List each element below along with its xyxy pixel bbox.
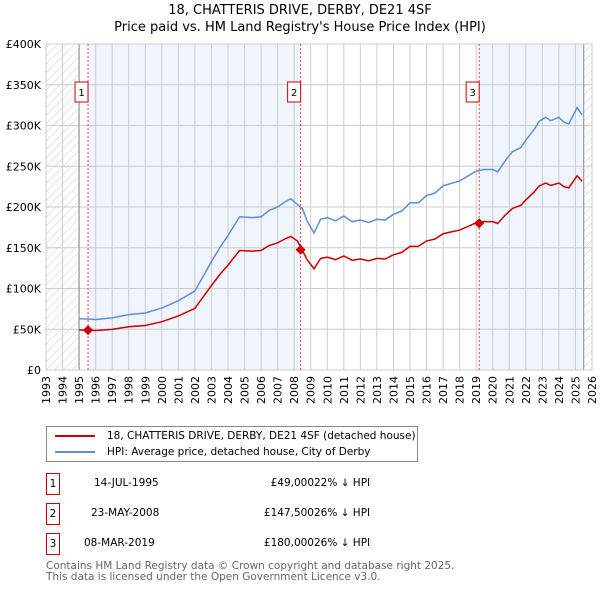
x-tick-label: 2024: [553, 376, 566, 404]
sale-label: 2: [291, 88, 297, 99]
legend-swatch: [55, 451, 95, 453]
x-tick-label: 2006: [255, 376, 268, 404]
y-tick-label: £350K: [6, 79, 42, 92]
legend: 18, CHATTERIS DRIVE, DERBY, DE21 4SF (de…: [46, 426, 418, 462]
sale-hpi-diff: 26% ↓ HPI: [314, 507, 371, 519]
y-tick-label: £200K: [6, 201, 42, 214]
x-tick-label: 1994: [57, 376, 70, 404]
y-tick-label: £250K: [6, 160, 42, 173]
sale-label: 1: [78, 88, 84, 99]
y-tick-label: £400K: [6, 38, 42, 51]
x-tick-label: 1996: [90, 376, 103, 404]
sale-point: [83, 325, 94, 336]
legend-label: 18, CHATTERIS DRIVE, DERBY, DE21 4SF (de…: [107, 430, 416, 442]
sale-hpi-diff: 26% ↓ HPI: [314, 537, 371, 549]
x-tick-label: 2012: [354, 376, 367, 404]
sale-row: 3 08-MAR-2019 £180,000 26% ↓ HPI: [46, 533, 546, 555]
plot-border: [45, 43, 593, 371]
y-tick-label: £0: [27, 364, 41, 377]
x-tick-label: 2017: [437, 376, 450, 404]
legend-label: HPI: Average price, detached house, City…: [107, 446, 371, 458]
x-tick-label: 2009: [305, 376, 318, 404]
y-tick-label: £150K: [6, 242, 42, 255]
x-tick-label: 1993: [40, 376, 53, 404]
sale-label-box: [74, 81, 89, 103]
x-tick-label: 2007: [272, 376, 285, 404]
x-tick-label: 2018: [454, 376, 467, 404]
x-tick-label: 2025: [569, 376, 582, 404]
x-tick-label: 2004: [222, 376, 235, 404]
legend-item-hpi: HPI: Average price, detached house, City…: [55, 446, 370, 458]
chart-subtitle: Price paid vs. HM Land Registry's House …: [114, 20, 486, 35]
property-price-line: [79, 174, 583, 332]
sale-label-box: [465, 81, 480, 103]
sale-price: £49,000: [270, 477, 314, 489]
sale-date: 14-JUL-1995: [94, 477, 159, 489]
y-tick-label: £50K: [13, 323, 42, 336]
sale-number: 3: [46, 533, 60, 555]
hpi-line: [79, 106, 583, 321]
x-tick-label: 2008: [288, 376, 301, 404]
x-tick-label: 1998: [123, 376, 136, 404]
sale-price: £180,000: [263, 537, 314, 549]
x-tick-label: 1999: [139, 376, 152, 404]
x-tick-label: 2005: [239, 376, 252, 404]
footer-copyright: Contains HM Land Registry data © Crown c…: [46, 560, 455, 572]
x-tick-label: 2026: [586, 376, 599, 404]
x-tick-label: 2003: [205, 376, 218, 404]
x-tick-label: 2020: [487, 376, 500, 404]
chart-title: 18, CHATTERIS DRIVE, DERBY, DE21 4SF: [168, 3, 432, 18]
sale-number: 2: [46, 503, 60, 525]
x-tick-label: 2001: [172, 376, 185, 404]
sale-row: 1 14-JUL-1995 £49,000 22% ↓ HPI: [46, 473, 546, 495]
sale-label-box: [287, 81, 302, 103]
x-tick-label: 1997: [106, 376, 119, 404]
x-tick-label: 2014: [387, 376, 400, 404]
sale-number: 1: [46, 473, 60, 495]
sale-point: [474, 218, 485, 229]
sale-point: [295, 244, 306, 255]
x-tick-label: 2016: [421, 376, 434, 404]
sale-hpi-diff: 22% ↓ HPI: [314, 477, 371, 489]
x-tick-label: 2011: [338, 376, 351, 404]
x-tick-label: 2010: [321, 376, 334, 404]
legend-swatch: [55, 435, 95, 437]
legend-item-property: 18, CHATTERIS DRIVE, DERBY, DE21 4SF (de…: [55, 430, 416, 442]
x-tick-label: 2013: [371, 376, 384, 404]
x-tick-label: 2023: [536, 376, 549, 404]
x-tick-label: 2015: [404, 376, 417, 404]
sale-date: 23-MAY-2008: [91, 507, 160, 519]
x-tick-label: 2021: [503, 376, 516, 404]
sale-date: 08-MAR-2019: [84, 537, 155, 549]
y-tick-label: £300K: [6, 120, 42, 133]
x-tick-label: 1995: [73, 376, 86, 404]
footer-licence: This data is licensed under the Open Gov…: [46, 571, 381, 583]
price-chart: 1993 1994 1995 1996 1997 1998 1999 2000 2001 2002…: [6, 38, 599, 404]
x-tick-label: 2002: [189, 376, 202, 404]
x-tick-label: 2019: [470, 376, 483, 404]
x-tick-label: 2022: [520, 376, 533, 404]
sale-label: 3: [469, 88, 475, 99]
sale-price: £147,500: [263, 507, 314, 519]
sale-row: 2 23-MAY-2008 £147,500 26% ↓ HPI: [46, 503, 546, 525]
y-tick-label: £100K: [6, 283, 42, 296]
x-tick-label: 2000: [156, 376, 169, 404]
